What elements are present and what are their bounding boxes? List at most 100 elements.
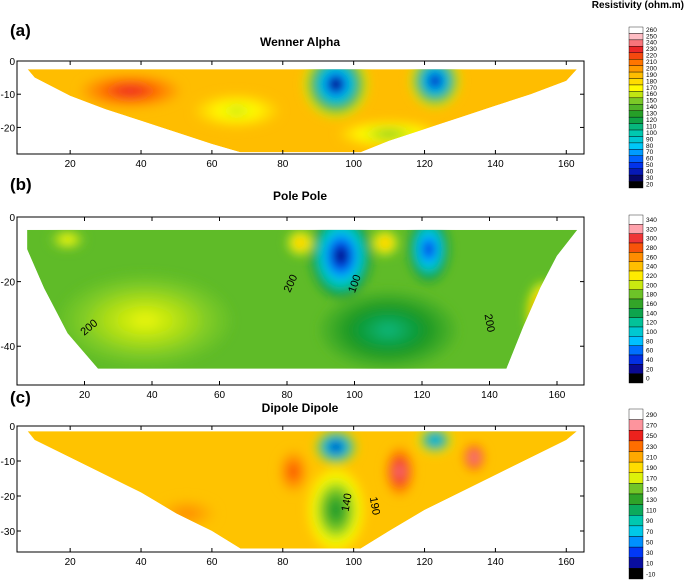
- colorbar-tick-label: 250: [646, 433, 657, 440]
- colorbar-cell: [628, 408, 644, 420]
- colorbar-cell: [628, 224, 644, 234]
- colorbar-cell: [628, 142, 644, 150]
- x-tick-label: 60: [206, 557, 218, 568]
- panel-title: Dipole Dipole: [262, 401, 339, 415]
- colorbar-cell: [628, 298, 644, 309]
- colorbar-cell: [628, 65, 644, 73]
- anomaly-4-ring-1: [298, 240, 303, 246]
- colorbar-tick-label: 290: [646, 412, 657, 419]
- colorbar-cell: [628, 536, 644, 548]
- colorbar-cell: [628, 26, 644, 34]
- colorbar-tick-label: 20: [646, 181, 654, 188]
- colorbar-tick-label: 210: [646, 454, 657, 461]
- anomaly-5-ring-3: [535, 297, 552, 331]
- colorbar-cell: [628, 110, 644, 118]
- colorbar-cell: [628, 472, 644, 484]
- colorbar-tick-label: 260: [646, 27, 657, 34]
- panel-wenner-alpha: (a) Wenner Alpha 20 40 60 80 100 120 140 160 0 -10 -…: [1, 21, 658, 188]
- colorbar-cell: [628, 461, 644, 473]
- colorbar-cell: [628, 39, 644, 47]
- colorbar-cell: [628, 504, 644, 516]
- colorbar-cell: [628, 242, 644, 253]
- anomaly-1-ring-1: [431, 76, 440, 86]
- colorbar-tick-label: 110: [646, 508, 657, 515]
- colorbar-tick-label: 90: [646, 136, 654, 143]
- anomaly-5-ring-1: [331, 503, 341, 517]
- y-tick-label: -20: [1, 123, 16, 134]
- colorbar-tick-label: 270: [646, 423, 657, 430]
- colorbar-tick-label: -10: [646, 571, 656, 578]
- x-tick-label: 60: [214, 390, 226, 401]
- colorbar-cell: [628, 214, 644, 225]
- colorbar-tick-label: 70: [646, 149, 654, 156]
- colorbar-cell: [628, 252, 644, 262]
- anomaly-5-ring-6: [526, 281, 561, 347]
- colorbar-tick-label: 180: [646, 78, 657, 85]
- x-tick-label: 60: [206, 159, 218, 170]
- x-tick-label: 160: [558, 159, 575, 170]
- colorbar-tick-label: 80: [646, 338, 654, 345]
- x-tick-label: 100: [346, 390, 363, 401]
- colorbar-tick-label: 30: [646, 175, 654, 182]
- colorbar-tick-label: 190: [646, 72, 657, 79]
- colorbar-tick-label: 200: [646, 282, 657, 289]
- x-tick-label: 100: [345, 557, 362, 568]
- plot-frame: [16, 60, 585, 155]
- anomaly-5-ring-2: [537, 303, 550, 325]
- anomaly-2-ring-1: [122, 88, 139, 94]
- colorbar-cell: [628, 129, 644, 137]
- resistivity-section: [27, 69, 577, 153]
- x-tick-label: 80: [277, 159, 289, 170]
- colorbar-cell: [628, 280, 644, 290]
- colorbar-tick-label: 140: [646, 310, 657, 317]
- colorbar-cell: [628, 440, 644, 452]
- x-tick-label: 80: [281, 390, 293, 401]
- colorbar-cell: [628, 116, 644, 124]
- colorbar-cell: [628, 317, 644, 328]
- colorbar-cell: [628, 345, 644, 356]
- panel-title: Wenner Alpha: [260, 35, 340, 49]
- colorbar-cell: [628, 123, 644, 131]
- legend-title: Resistivity (ohm.m): [592, 0, 684, 11]
- anomaly-0-ring-1: [332, 444, 340, 450]
- anomaly-2-ring-1: [425, 243, 433, 255]
- x-tick-label: 20: [65, 557, 77, 568]
- y-tick-label: -20: [1, 492, 16, 503]
- colorbar-tick-label: 140: [646, 104, 657, 111]
- x-tick-label: 120: [414, 390, 431, 401]
- x-tick-label: 120: [416, 557, 433, 568]
- x-tick-label: 20: [65, 159, 77, 170]
- colorbar-cell: [628, 430, 644, 442]
- colorbar-cell: [628, 493, 644, 505]
- colorbar-tick-label: 240: [646, 264, 657, 271]
- colorbar-tick-label: 40: [646, 357, 654, 364]
- colorbar-tick-label: 220: [646, 53, 657, 60]
- anomaly-7-ring-1: [64, 238, 71, 242]
- colorbar-cell: [628, 181, 644, 189]
- colorbar-tick-label: 190: [646, 465, 657, 472]
- colorbar-tick-label: 40: [646, 169, 654, 176]
- x-tick-label: 160: [558, 557, 575, 568]
- colorbar-tick-label: 220: [646, 273, 657, 280]
- colorbar-tick-label: 120: [646, 117, 657, 124]
- y-tick-label: -30: [1, 527, 16, 538]
- colorbar-cell: [628, 525, 644, 537]
- anomaly-0-ring-1: [330, 78, 342, 90]
- colorbar-tick-label: 160: [646, 91, 657, 98]
- anomaly-5-ring-4: [532, 292, 555, 336]
- colorbar-cell: [628, 546, 644, 558]
- colorbar-tick-label: 240: [646, 40, 657, 47]
- colorbar-tick-label: 120: [646, 320, 657, 327]
- x-tick-label: 140: [487, 557, 504, 568]
- colorbar-cell: [628, 136, 644, 144]
- colorbar-tick-label: 170: [646, 85, 657, 92]
- colorbar-cell: [628, 336, 644, 346]
- colorbar-tick-label: 230: [646, 46, 657, 53]
- colorbar-tick-label: 90: [646, 518, 654, 525]
- x-tick-label: 160: [549, 390, 566, 401]
- colorbar-cell: [628, 162, 644, 169]
- colorbar-cell: [628, 326, 644, 337]
- colorbar-cell: [628, 71, 644, 79]
